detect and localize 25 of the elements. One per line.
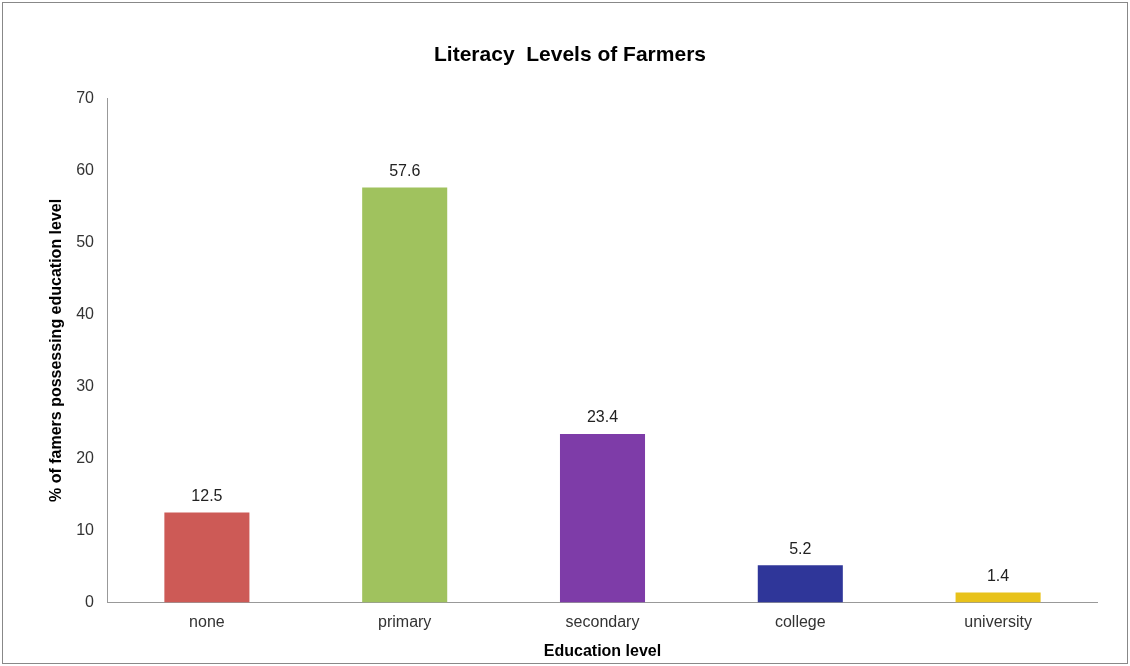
data-label: 23.4 [586,408,619,426]
x-tick-label: secondary [565,612,640,630]
x-tick-label: university [964,612,1032,630]
y-tick-label: 30 [76,376,95,394]
y-tick-label: 70 [76,88,95,106]
bar [559,433,646,603]
y-axis-title: % of famers possessing education level [47,198,65,503]
chart-title: Literacy Levels of Farmers [434,42,706,66]
y-tick-label: 10 [76,520,95,538]
y-tick-label: 40 [76,304,95,322]
x-tick-label: primary [378,612,432,630]
data-label: 5.2 [789,539,812,557]
data-label: 1.4 [986,566,1010,584]
y-tick-label: 50 [76,232,95,250]
x-axis-title: Education level [543,641,662,659]
bar [164,512,250,603]
bar [362,187,448,603]
x-tick-label: none [189,612,225,630]
y-tick-label: 20 [76,448,95,466]
data-label: 12.5 [191,486,223,504]
y-tick-label: 0 [85,593,95,611]
data-label: 57.6 [389,161,421,179]
x-tick-label: college [774,612,826,630]
y-tick-label: 60 [76,160,95,178]
bar [757,565,843,603]
